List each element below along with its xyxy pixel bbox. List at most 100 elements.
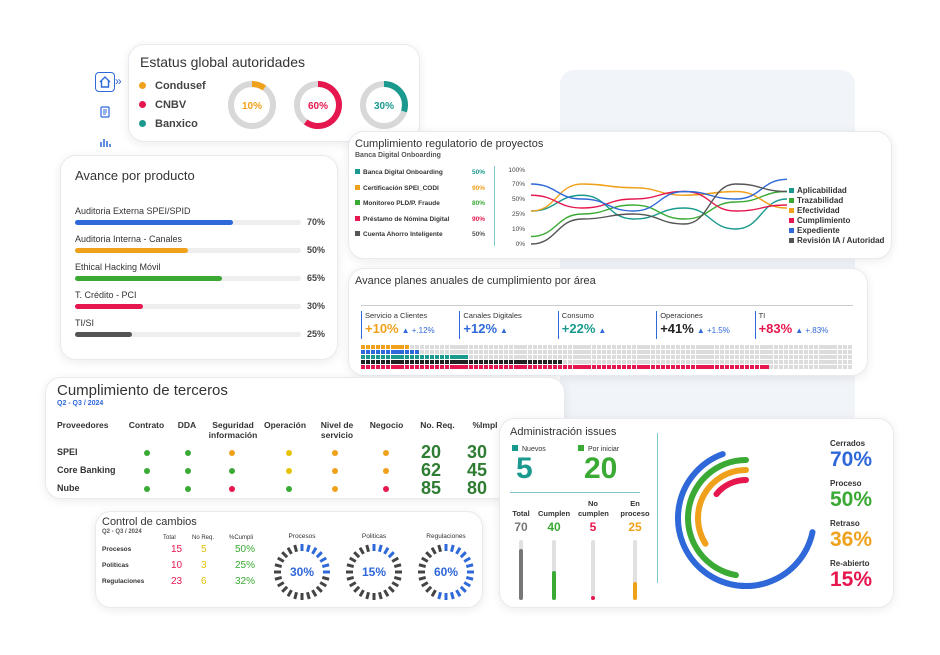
waffle-cell [405, 365, 410, 369]
waffle-cell [410, 350, 415, 354]
legend-swatch [789, 238, 794, 243]
cambios-pct: 50% [235, 544, 256, 555]
area-metric[interactable]: Operaciones +41% ▲ +1.5% [656, 311, 754, 339]
arc-proceso [685, 457, 749, 579]
waffle-cell [528, 360, 533, 364]
project-item[interactable]: Certificación SPEI_CODI 90% [355, 184, 485, 192]
gauge-segment [437, 544, 443, 553]
waffle-cell [424, 345, 430, 349]
area-metric[interactable]: Consumo +22% ▲ [557, 311, 656, 339]
area-metric[interactable]: Servicio a Clientes +10% ▲ +.12% [361, 311, 459, 339]
waffle-cell [798, 360, 803, 364]
waffle-cell [769, 360, 774, 364]
line-legend-label: Cumplimiento [797, 216, 851, 225]
waffle-cell [808, 345, 813, 349]
issues-divider-v [657, 433, 658, 583]
waffle-cell [557, 360, 562, 364]
gauge-segment [418, 563, 427, 569]
terceros-row-name: Nube [57, 483, 80, 493]
document-icon[interactable] [95, 102, 115, 122]
waffle-cell [798, 345, 803, 349]
legend-dot [139, 120, 146, 127]
gauge-segment [349, 581, 357, 588]
waffle-cell [503, 350, 508, 354]
waffle-cell [656, 350, 661, 354]
waffle-cell [498, 345, 503, 349]
waffle-cell [823, 350, 828, 354]
area-metric[interactable]: Canales Digitales +12% ▲ [459, 311, 557, 339]
waffle-cell [454, 360, 459, 364]
waffle-cell [518, 350, 523, 354]
bar-chart-icon[interactable] [95, 132, 115, 152]
line-legend-label: Revisión IA / Autoridad [797, 236, 885, 245]
waffle-cell [385, 360, 390, 364]
waffle-cell [646, 355, 651, 359]
waffle-cell [523, 350, 528, 354]
project-item[interactable]: Cuenta Ahorro Inteligente 50% [355, 231, 485, 238]
waffle-cell [493, 350, 498, 354]
waffle-cell [572, 360, 577, 364]
donut-value: 10% [242, 101, 262, 112]
gauge-segment [274, 575, 283, 581]
waffle-cell [651, 360, 656, 364]
status-dot [332, 468, 338, 474]
waffle-cell [474, 360, 479, 364]
waffle-cell [552, 345, 557, 349]
waffle-cell [395, 365, 400, 369]
waffle-cell [843, 365, 848, 369]
waffle-cell [533, 355, 538, 359]
waffle-cell [429, 345, 434, 349]
waffle-cell [454, 355, 459, 359]
waffle-cell [434, 355, 439, 359]
waffle-cell [424, 360, 430, 364]
cambios-pct: 25% [235, 560, 256, 571]
waffle-cell [602, 355, 607, 359]
y-tick-label: 10% [512, 226, 525, 233]
y-tick-label: 70% [512, 181, 525, 188]
segmented-gauge: 60% [418, 544, 474, 600]
waffle-cell [597, 350, 602, 354]
line-chart: 100% 70% 50% 25% 10% 0% [508, 167, 788, 248]
waffle-cell [705, 360, 710, 364]
legend-swatch [789, 208, 794, 213]
waffle-cell [513, 355, 518, 359]
avance-card: Avance por producto Auditoria Externa SP… [60, 155, 338, 360]
waffle-cell [484, 355, 489, 359]
y-tick-label: 50% [512, 196, 525, 203]
waffle-cell [690, 365, 695, 369]
waffle-cell [424, 365, 430, 369]
area-value: +12% [463, 321, 498, 336]
waffle-cell [774, 350, 779, 354]
area-value: +41% [660, 321, 694, 336]
status-dot [383, 450, 389, 456]
waffle-cell [695, 345, 700, 349]
waffle-cell [439, 355, 444, 359]
waffle-cell [749, 365, 754, 369]
area-metric[interactable]: TI +83% ▲ +.83% [754, 311, 853, 339]
waffle-cell [602, 345, 607, 349]
waffle-cell [469, 365, 474, 369]
project-item[interactable]: Préstamo de Nómina Digital 90% [355, 215, 485, 223]
waffle-cell [503, 360, 508, 364]
waffle-cell [774, 355, 779, 359]
project-value: 50% [471, 231, 485, 238]
waffle-cell [611, 350, 617, 354]
project-item[interactable]: Monitoreo PLD/P. Fraude 80% [355, 200, 485, 207]
waffle-cell [533, 365, 538, 369]
waffle-cell [597, 360, 602, 364]
home-icon[interactable] [95, 72, 115, 92]
area-delta: ▲ [500, 326, 508, 335]
waffle-cell [607, 360, 612, 364]
waffle-cell [361, 360, 366, 364]
project-item[interactable]: Banca Digital Onboarding 50% [355, 169, 485, 176]
waffle-cell [582, 345, 587, 349]
waffle-cell [420, 365, 425, 369]
waffle-cell [380, 360, 385, 364]
waffle-cell [754, 360, 759, 364]
waffle-cell [784, 365, 789, 369]
gauge-value: 30% [290, 565, 314, 579]
issue-stat-value: 70% [830, 448, 873, 471]
expand-icon[interactable]: » [115, 74, 122, 88]
cambios-noreq: 3 [201, 560, 207, 571]
waffle-cell [547, 355, 553, 359]
